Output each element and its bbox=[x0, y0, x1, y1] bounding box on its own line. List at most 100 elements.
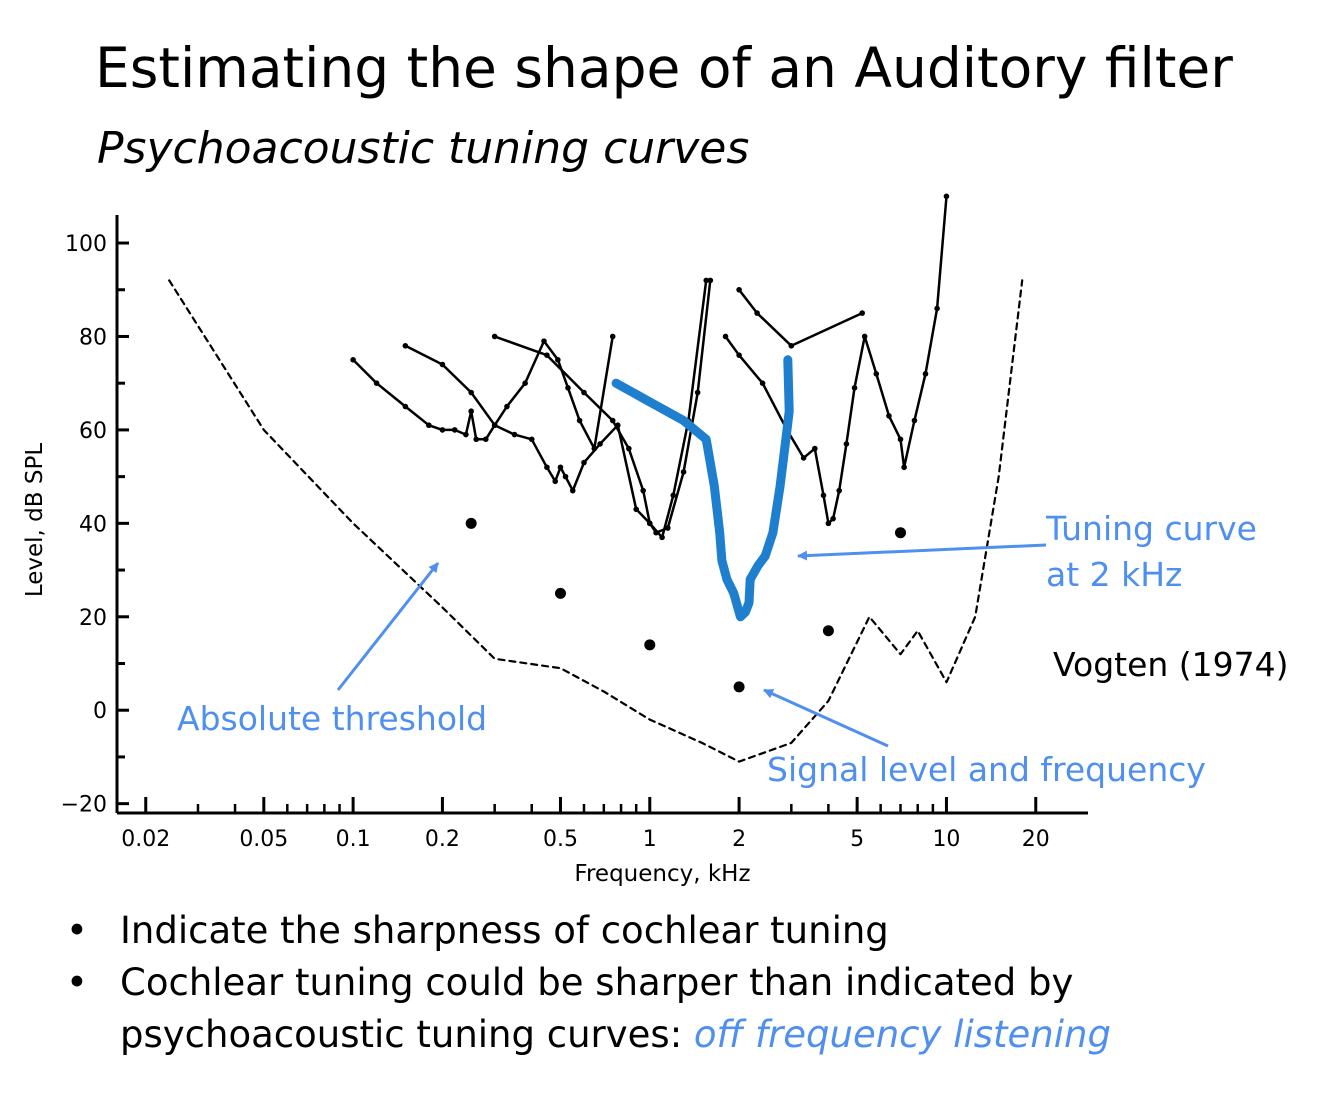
data-point bbox=[544, 352, 550, 358]
slide-title: Estimating the shape of an Auditory filt… bbox=[95, 36, 1233, 100]
data-point bbox=[581, 459, 587, 466]
series-ptc-0-25-khz bbox=[351, 335, 614, 450]
data-point bbox=[402, 403, 409, 410]
signal-point bbox=[465, 517, 477, 529]
data-point bbox=[800, 455, 807, 461]
data-point bbox=[901, 464, 907, 471]
data-point bbox=[640, 487, 646, 494]
data-point bbox=[565, 385, 571, 391]
bullet-list: • Indicate the sharpness of cochlear tun… bbox=[62, 905, 1334, 1061]
data-point bbox=[911, 417, 918, 424]
data-point bbox=[626, 445, 632, 452]
data-point bbox=[703, 277, 710, 284]
data-point bbox=[754, 310, 760, 316]
arrow-signal-level bbox=[763, 688, 889, 748]
y-tick-label: 0 bbox=[93, 699, 107, 724]
data-point bbox=[463, 431, 469, 438]
data-point bbox=[541, 338, 547, 344]
x-tick-label: 20 bbox=[1022, 827, 1050, 852]
signal-point bbox=[822, 625, 834, 637]
data-point bbox=[373, 380, 380, 386]
bullet-item: • Indicate the sharpness of cochlear tun… bbox=[62, 905, 1334, 957]
annotation-source: Vogten (1974) bbox=[1053, 645, 1289, 684]
x-axis-label: Frequency, kHz bbox=[574, 861, 750, 887]
data-point bbox=[820, 492, 827, 499]
data-point bbox=[633, 506, 640, 513]
data-point bbox=[859, 310, 865, 316]
data-point bbox=[491, 333, 498, 340]
data-point bbox=[482, 436, 489, 443]
data-point bbox=[843, 441, 850, 447]
data-point bbox=[569, 487, 576, 494]
y-tick-label: 100 bbox=[65, 232, 107, 257]
data-point bbox=[402, 343, 409, 349]
data-point bbox=[897, 436, 904, 443]
data-point bbox=[830, 515, 836, 522]
annotation-absolute-threshold: Absolute threshold bbox=[177, 699, 487, 738]
x-tick-label: 0.02 bbox=[121, 827, 170, 852]
data-point bbox=[491, 422, 498, 429]
y-tick-label: −20 bbox=[61, 793, 107, 818]
data-point bbox=[664, 525, 671, 531]
series-absolute-threshold bbox=[168, 279, 1024, 763]
data-point bbox=[836, 487, 843, 494]
data-point bbox=[597, 441, 603, 447]
annotation-tuning-curve-line1: Tuning curve bbox=[1045, 509, 1257, 548]
annotations: Tuning curve at 2 kHz Absolute threshold… bbox=[177, 509, 1289, 789]
data-point bbox=[552, 478, 559, 485]
data-point bbox=[825, 520, 832, 527]
y-tick-label: 20 bbox=[79, 606, 107, 631]
signal-point bbox=[644, 639, 656, 651]
data-point bbox=[759, 380, 766, 386]
data-point bbox=[576, 417, 583, 424]
bullet-dot: • bbox=[66, 909, 88, 952]
data-point bbox=[646, 520, 653, 527]
series-ptc-4-khz bbox=[724, 195, 948, 525]
signal-point bbox=[554, 587, 566, 599]
data-point bbox=[439, 427, 446, 433]
data-point bbox=[670, 492, 677, 499]
y-tick-label: 40 bbox=[79, 512, 107, 537]
x-tick-label: 1 bbox=[643, 827, 657, 852]
bullet-text: Cochlear tuning could be sharper than in… bbox=[120, 961, 1074, 1056]
x-tick-label: 0.5 bbox=[543, 827, 578, 852]
annotation-tuning-curve-line2: at 2 kHz bbox=[1046, 555, 1182, 594]
data-point bbox=[722, 333, 729, 340]
plot-series bbox=[168, 193, 1024, 763]
data-point bbox=[694, 389, 701, 396]
axes: −20 0 20 40 60 80 100 0.02 0.05 0.1 0.2 0.5 1 2 5 10 20 F… bbox=[22, 215, 1088, 887]
data-point bbox=[609, 417, 616, 424]
data-point bbox=[555, 357, 561, 363]
x-tick-label: 5 bbox=[850, 827, 864, 852]
arrow-tuning-curve bbox=[797, 543, 1047, 561]
data-point bbox=[736, 352, 742, 358]
data-point bbox=[468, 408, 474, 415]
data-point bbox=[511, 431, 518, 438]
data-point bbox=[659, 534, 665, 541]
data-point bbox=[788, 343, 795, 349]
signal-point bbox=[733, 681, 745, 693]
data-point bbox=[812, 445, 818, 452]
series-upper-segment bbox=[737, 288, 864, 348]
data-point bbox=[851, 385, 858, 391]
data-point bbox=[426, 422, 432, 429]
data-point bbox=[943, 193, 950, 200]
arrow-absolute-threshold bbox=[336, 562, 440, 691]
data-point bbox=[504, 403, 510, 410]
x-tick-label: 10 bbox=[932, 827, 960, 852]
data-point bbox=[473, 436, 480, 443]
series-ptc-0-5-khz bbox=[404, 279, 708, 539]
y-tick-label: 80 bbox=[79, 325, 107, 350]
bullet-highlight: off frequency listening bbox=[693, 1013, 1111, 1056]
bullet-text: Indicate the sharpness of cochlear tunin… bbox=[120, 909, 889, 952]
data-point bbox=[707, 277, 714, 284]
x-tick-label: 2 bbox=[732, 827, 746, 852]
data-point bbox=[886, 413, 892, 419]
data-point bbox=[653, 529, 659, 536]
signal-point bbox=[894, 527, 906, 539]
data-point bbox=[528, 436, 535, 443]
x-tick-label: 0.1 bbox=[336, 827, 371, 852]
series-ptc-1-khz bbox=[493, 279, 712, 534]
x-tick-label: 0.05 bbox=[239, 827, 288, 852]
